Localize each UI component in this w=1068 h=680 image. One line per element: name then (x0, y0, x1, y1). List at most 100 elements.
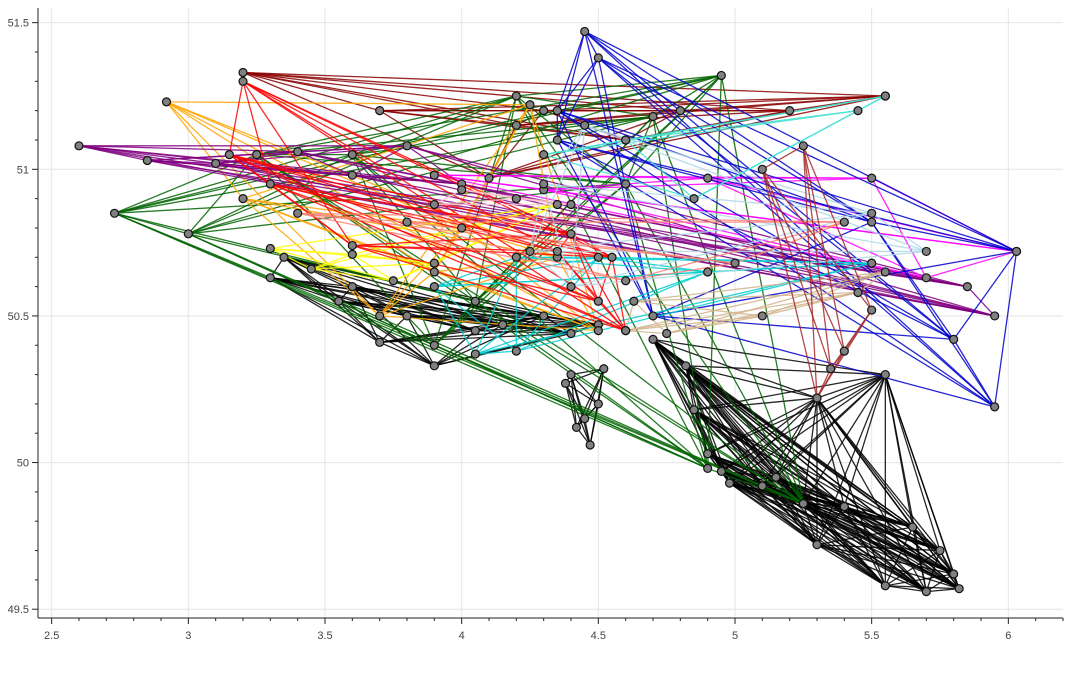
network-edge (912, 526, 960, 590)
network-edge (584, 124, 872, 214)
y-tick-label: 50.5 (8, 311, 29, 323)
data-point (880, 369, 890, 380)
data-point (238, 76, 248, 86)
network-edge (297, 151, 995, 317)
network-edge (297, 212, 626, 282)
data-point (539, 106, 549, 116)
network-edge (242, 71, 517, 126)
data-point (921, 273, 931, 283)
data-point (785, 106, 795, 116)
x-tick-label: 2.5 (44, 630, 59, 642)
network-edge (228, 81, 244, 155)
data-point (593, 325, 603, 336)
network-edge (652, 339, 763, 487)
data-point (585, 440, 595, 450)
network-edge (926, 250, 1017, 279)
data-point (429, 361, 439, 371)
network-edge (597, 257, 613, 302)
network-edge (242, 198, 381, 317)
network-edge (625, 329, 667, 335)
y-tick-label: 51 (17, 164, 29, 176)
network-edge (434, 256, 517, 288)
network-edge (557, 139, 872, 223)
data-point (839, 217, 849, 227)
network-edge (379, 324, 503, 343)
data-point (347, 240, 357, 251)
y-tick-label: 50 (17, 458, 29, 470)
network-edge (994, 251, 1018, 407)
data-point (375, 337, 385, 347)
network-edge (707, 453, 927, 593)
network-edge (816, 397, 941, 551)
data-point (560, 378, 571, 388)
network-edge (570, 374, 578, 428)
network-edge (884, 374, 941, 551)
network-edge (256, 95, 517, 156)
data-point (142, 155, 152, 166)
network-edge (652, 338, 914, 528)
data-point (703, 173, 713, 183)
data-point (347, 170, 357, 180)
network-edge (114, 74, 722, 214)
network-edge (652, 315, 995, 408)
network-edge (912, 526, 941, 552)
data-point (429, 258, 439, 268)
network-edge (830, 309, 873, 370)
network-edge (543, 124, 586, 185)
network-edge (953, 339, 996, 408)
x-tick-label: 5 (732, 630, 738, 642)
network-edge (729, 482, 845, 508)
network-edge (584, 31, 654, 317)
network-edge (242, 71, 490, 179)
network-edge (729, 482, 927, 593)
network-edge (871, 212, 927, 252)
network-edge (775, 397, 818, 478)
network-edge (584, 368, 605, 419)
data-point (74, 141, 84, 151)
data-point (839, 501, 849, 512)
network-edge (729, 482, 941, 552)
data-point (293, 147, 303, 157)
data-point (238, 194, 248, 204)
data-point (238, 67, 248, 78)
network-edge (78, 145, 968, 288)
x-tick-label: 6 (1005, 630, 1011, 642)
data-point (681, 361, 691, 371)
network-edge (843, 506, 960, 590)
network-edge (685, 365, 886, 587)
network-edge (556, 57, 599, 141)
data-point (990, 311, 1000, 321)
network-edge (434, 344, 708, 470)
network-edge (729, 482, 960, 590)
data-point (880, 267, 890, 277)
x-tick-label: 4 (459, 630, 465, 642)
network-edge (680, 95, 886, 112)
network-edge (297, 212, 845, 223)
data-point (429, 340, 439, 350)
network-edge (557, 110, 1017, 253)
data-point (867, 208, 877, 218)
data-point (954, 584, 964, 594)
network-edge (229, 154, 599, 302)
network-edge (584, 30, 996, 408)
data-point (429, 282, 439, 292)
data-point (552, 246, 562, 257)
network-edge (352, 244, 626, 332)
data-point (648, 334, 658, 344)
data-point (867, 258, 877, 268)
data-point (252, 150, 262, 160)
network-edge (625, 116, 654, 185)
data-point (703, 463, 713, 474)
data-point (457, 185, 467, 195)
data-point (880, 91, 890, 101)
network-edge (843, 506, 927, 593)
network-edge (379, 227, 463, 317)
network-edge (433, 286, 517, 352)
network-edge (434, 344, 804, 505)
network-edge (433, 286, 476, 355)
network-edge (543, 110, 859, 156)
network-edge (871, 221, 1017, 253)
data-point (183, 229, 193, 239)
data-point (703, 267, 713, 277)
